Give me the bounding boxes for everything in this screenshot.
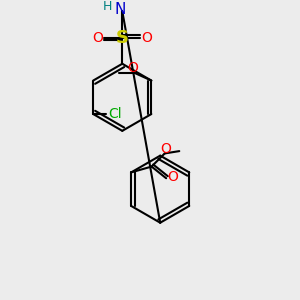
Text: O: O xyxy=(167,170,178,184)
Text: Cl: Cl xyxy=(108,107,122,121)
Text: O: O xyxy=(141,31,152,44)
Text: O: O xyxy=(161,142,172,156)
Text: S: S xyxy=(116,28,129,46)
Text: N: N xyxy=(114,2,126,17)
Text: O: O xyxy=(92,31,103,44)
Text: O: O xyxy=(128,61,138,75)
Text: H: H xyxy=(102,0,112,13)
